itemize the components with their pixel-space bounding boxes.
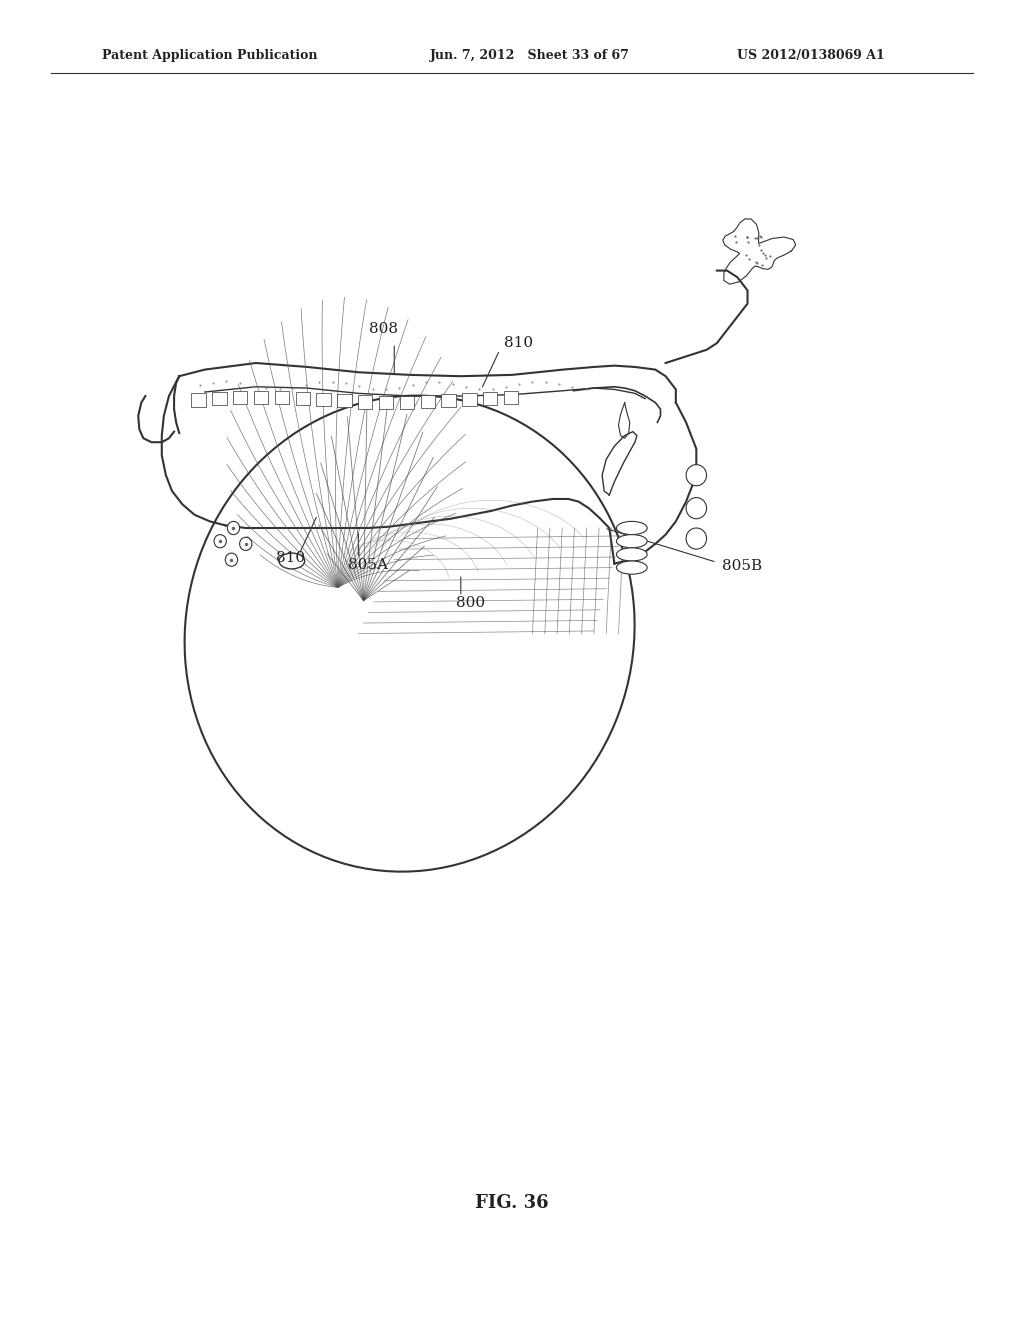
Bar <box>421 395 435 408</box>
Text: 808: 808 <box>369 322 397 335</box>
Ellipse shape <box>240 537 252 550</box>
Ellipse shape <box>616 521 647 535</box>
Bar <box>483 392 498 405</box>
Ellipse shape <box>686 528 707 549</box>
Bar <box>233 391 248 404</box>
Bar <box>191 393 206 407</box>
Ellipse shape <box>184 396 635 871</box>
Bar <box>399 396 414 409</box>
Bar <box>274 391 289 404</box>
Bar <box>462 393 476 407</box>
Text: 805A: 805A <box>348 558 388 572</box>
Ellipse shape <box>227 521 240 535</box>
Bar <box>316 393 331 407</box>
Text: US 2012/0138069 A1: US 2012/0138069 A1 <box>737 49 885 62</box>
Bar <box>296 392 310 405</box>
Bar <box>358 396 373 409</box>
Text: Patent Application Publication: Patent Application Publication <box>102 49 317 62</box>
Bar <box>212 392 226 405</box>
Bar <box>504 391 518 404</box>
Ellipse shape <box>616 548 647 561</box>
Text: FIG. 36: FIG. 36 <box>475 1193 549 1212</box>
Polygon shape <box>618 403 630 438</box>
Text: 810: 810 <box>276 552 305 565</box>
Ellipse shape <box>214 535 226 548</box>
Ellipse shape <box>686 498 707 519</box>
Bar <box>254 391 268 404</box>
Bar <box>337 395 351 408</box>
Bar <box>379 396 393 409</box>
Ellipse shape <box>225 553 238 566</box>
Text: Jun. 7, 2012   Sheet 33 of 67: Jun. 7, 2012 Sheet 33 of 67 <box>430 49 630 62</box>
Ellipse shape <box>616 561 647 574</box>
Text: 805B: 805B <box>722 560 762 573</box>
Bar <box>441 395 456 408</box>
Text: 810: 810 <box>504 337 532 350</box>
Text: 800: 800 <box>456 597 484 610</box>
Ellipse shape <box>616 535 647 548</box>
Ellipse shape <box>686 465 707 486</box>
Ellipse shape <box>279 553 305 569</box>
